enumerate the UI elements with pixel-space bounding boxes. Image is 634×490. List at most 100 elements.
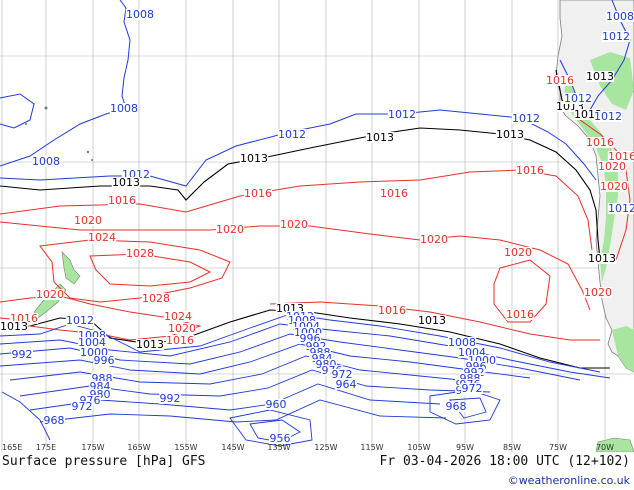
isobar-label-background [311, 353, 333, 364]
longitude-tick-label: 75W [549, 443, 567, 452]
isobar-label-background [135, 339, 165, 350]
isobar-label: 968 [44, 414, 65, 427]
isobar-label-background [601, 31, 631, 42]
isobar-label: 1013 [136, 338, 164, 351]
isobar-label-background [419, 234, 449, 245]
isobar-label-background [607, 151, 634, 162]
valid-time: Fr 03-04-2026 18:00 UTC (12+102) [379, 454, 630, 469]
isobar-label-background [287, 315, 317, 326]
pressure-chart: 165E 175E 175W 165W 155W 145W 135W 125W 115W 105W… [0, 0, 634, 452]
isobar-label: 1020 [420, 233, 448, 246]
isobar-label-background [89, 389, 111, 400]
isobar-label: 1016 [586, 136, 614, 149]
isobar-label-background [0, 321, 29, 332]
isobar-label: 1024 [88, 231, 116, 244]
isobar-label: 1013 [240, 152, 268, 165]
isobar-label: 1020 [168, 322, 196, 335]
isobar-label-background [239, 153, 269, 164]
longitude-tick-label: 115W [360, 443, 383, 452]
isobar-label-background [573, 109, 603, 120]
isobar-label-background [91, 373, 113, 384]
isobar-label-background [587, 253, 617, 264]
isobar-label: 1012 [388, 108, 416, 121]
isobar-label-background [159, 393, 181, 404]
isobar-label-background [167, 323, 197, 334]
isobar-label-background [545, 75, 575, 86]
isobar-label-background [165, 335, 195, 346]
isobar-label-background [461, 383, 483, 394]
isobar-label-background [457, 347, 487, 358]
longitude-tick-label: 70W [596, 443, 614, 452]
isobar-label-background [299, 333, 321, 344]
isobar-label-background [465, 361, 487, 372]
isobar-label: 1020 [598, 160, 626, 173]
isobar-label-background [9, 313, 39, 324]
isobar-label-background [445, 401, 467, 412]
isobar-label-background [417, 315, 447, 326]
isobar-label: 960 [266, 398, 287, 411]
isobar-label-background [563, 93, 593, 104]
isobar-label-background [387, 109, 417, 120]
longitude-tick-label: 135W [267, 443, 290, 452]
isobar-label-background [335, 379, 357, 390]
isobar-label-background [79, 395, 101, 406]
longitude-tick-label: 165E [2, 443, 22, 452]
isobar-label-background [365, 132, 395, 143]
isobar-label-background [163, 311, 193, 322]
isobar-label-background [215, 224, 245, 235]
isobar-label-background [141, 293, 171, 304]
isobar-label: 956 [270, 432, 291, 445]
isobar-label-background [467, 355, 497, 366]
isobar-label: 1016 [516, 164, 544, 177]
isobar-label-background [291, 321, 321, 332]
isobar-label-background [511, 113, 541, 124]
isobar-label-background [583, 287, 613, 298]
isobar-label: 1020 [504, 246, 532, 259]
isobar-label-background [585, 71, 615, 82]
isobar-label: 1020 [600, 180, 628, 193]
isobar-label: 1016 [244, 187, 272, 200]
isobar-label: 1020 [280, 218, 308, 231]
isobar-label: 1016 [506, 308, 534, 321]
isobar-label-background [515, 165, 545, 176]
credit-link[interactable]: ©weatheronline.co.uk [507, 474, 630, 487]
isobar-label-background [597, 161, 627, 172]
isobar-label-background [71, 401, 93, 412]
new-zealand-north-island [61, 251, 81, 285]
isobar-label: 972 [462, 382, 483, 395]
isobar-label-background [593, 111, 623, 122]
isobar-label: 972 [332, 368, 353, 381]
longitude-tick-label: 125W [314, 443, 337, 452]
isobar-label-background [331, 369, 353, 380]
isobar-label-background [11, 349, 33, 360]
isobar-label: 1008 [126, 8, 154, 21]
isobar-label-background [121, 169, 151, 180]
isobar-label: 1008 [448, 336, 476, 349]
isobar-label: 1020 [36, 288, 64, 301]
patagonia-land [612, 326, 634, 372]
isobar-label-background [447, 337, 477, 348]
isobar-label-background [125, 248, 155, 259]
isobar-label: 996 [94, 354, 115, 367]
longitude-tick-label: 95W [456, 443, 474, 452]
isobar-label: 1012 [594, 110, 622, 123]
isobar-label: 964 [336, 378, 357, 391]
isobar-label: 1013 [588, 252, 616, 265]
isobar-label-background [293, 327, 323, 338]
longitude-tick-label: 155W [174, 443, 197, 452]
isobar-label: 972 [72, 400, 93, 413]
isobar-label: 1012 [602, 30, 630, 43]
isobar-label: 1013 [112, 176, 140, 189]
isobar-label: 1008 [32, 155, 60, 168]
isobar-label-background [35, 289, 65, 300]
isobar-label: 1012 [512, 112, 540, 125]
isobar-label: 1020 [74, 214, 102, 227]
isobar-label-background [305, 341, 327, 352]
isobar-label-background [269, 433, 291, 444]
map-footer: Surface pressure [hPa] GFS Fr 03-04-2026… [0, 452, 634, 490]
isobar-label-background [77, 330, 107, 341]
isobar-label: 1016 [380, 187, 408, 200]
isobar-label-background [43, 415, 65, 426]
isobar-label-background [315, 359, 337, 370]
